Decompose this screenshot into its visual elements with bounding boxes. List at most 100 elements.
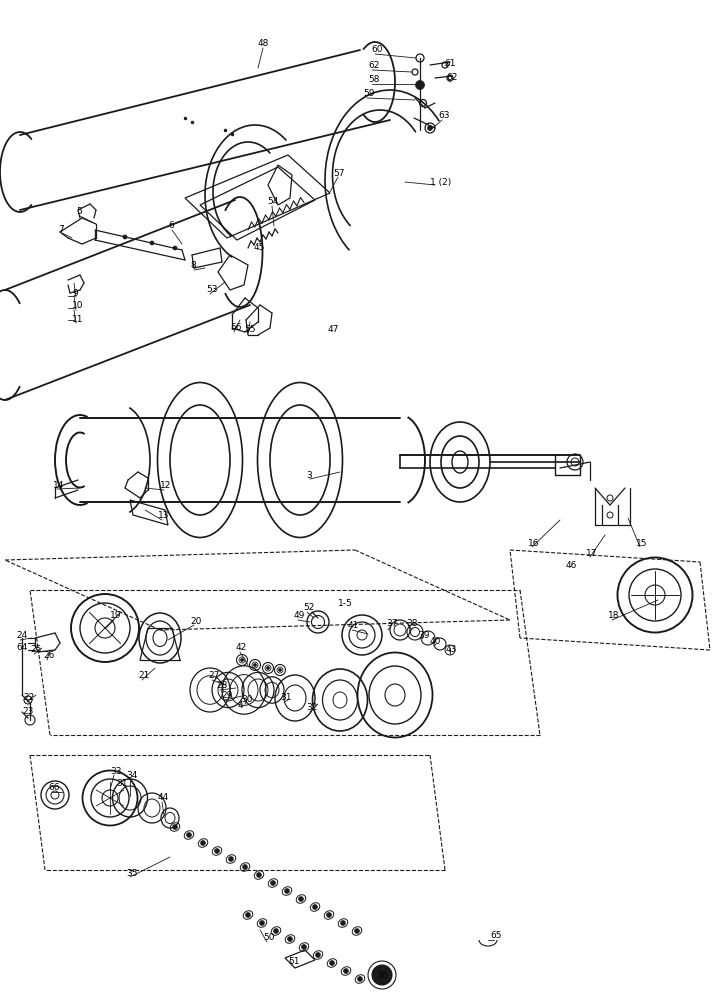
Text: 30: 30 (241, 696, 253, 704)
Text: 11: 11 (72, 314, 83, 324)
Text: 44: 44 (158, 794, 169, 802)
Text: 10: 10 (72, 302, 83, 310)
Text: 18: 18 (608, 611, 619, 620)
Circle shape (372, 965, 392, 985)
Text: 26: 26 (43, 652, 54, 660)
Circle shape (229, 856, 234, 861)
Circle shape (123, 235, 127, 239)
Circle shape (273, 928, 278, 934)
Circle shape (315, 952, 320, 958)
Text: 60: 60 (371, 45, 382, 54)
Text: 4: 4 (238, 702, 244, 710)
Text: 5: 5 (76, 208, 82, 217)
Text: 55: 55 (244, 326, 256, 334)
Text: 47: 47 (328, 326, 340, 334)
Text: 62: 62 (368, 62, 379, 70)
Text: 45: 45 (254, 243, 266, 252)
Text: 25: 25 (30, 646, 41, 654)
Text: 31: 31 (280, 694, 291, 702)
Text: 3: 3 (306, 471, 312, 480)
Circle shape (271, 880, 276, 886)
Circle shape (241, 658, 244, 662)
Text: 16: 16 (528, 538, 540, 548)
Text: 41: 41 (348, 621, 360, 631)
Text: 57: 57 (333, 168, 345, 178)
Text: 40: 40 (430, 638, 441, 647)
Text: 38: 38 (406, 618, 417, 628)
Text: 43: 43 (446, 646, 457, 654)
Circle shape (214, 848, 219, 854)
Text: 46: 46 (566, 562, 577, 570)
Circle shape (301, 944, 306, 950)
Text: 33: 33 (110, 766, 122, 776)
Text: 58: 58 (368, 76, 379, 85)
Text: 28: 28 (216, 682, 227, 690)
Circle shape (416, 81, 424, 90)
Circle shape (357, 976, 362, 982)
Text: 42: 42 (236, 644, 247, 652)
Text: 48: 48 (258, 38, 269, 47)
Text: 64: 64 (16, 644, 27, 652)
Text: 9: 9 (72, 288, 78, 298)
Circle shape (259, 920, 264, 926)
Circle shape (288, 936, 293, 942)
Circle shape (243, 864, 248, 869)
Circle shape (343, 968, 348, 974)
Text: 1-5: 1-5 (338, 598, 352, 607)
Text: 7: 7 (58, 226, 64, 234)
Text: 21: 21 (138, 672, 150, 680)
Text: 20: 20 (190, 616, 201, 626)
Text: 13: 13 (158, 512, 169, 520)
Text: 50: 50 (263, 934, 275, 942)
Text: 56: 56 (230, 324, 241, 332)
Text: 54: 54 (267, 198, 278, 207)
Text: 12: 12 (160, 482, 172, 490)
Text: 65: 65 (490, 932, 501, 940)
Circle shape (246, 912, 251, 918)
Text: 53: 53 (206, 286, 217, 294)
Circle shape (201, 840, 206, 846)
Text: 34: 34 (126, 772, 137, 780)
Circle shape (330, 960, 335, 966)
Text: 63: 63 (438, 111, 449, 120)
Circle shape (266, 666, 270, 670)
Circle shape (327, 912, 332, 918)
Text: 29: 29 (221, 692, 232, 700)
Circle shape (285, 888, 290, 894)
Text: 22: 22 (23, 694, 34, 702)
Circle shape (173, 246, 177, 250)
Text: 27: 27 (208, 672, 219, 680)
Text: 19: 19 (110, 611, 122, 620)
Text: 52: 52 (303, 603, 315, 612)
Text: 39: 39 (418, 631, 429, 640)
Text: 36: 36 (376, 972, 387, 980)
Text: 59: 59 (363, 90, 375, 99)
Text: 32: 32 (306, 704, 318, 712)
Circle shape (187, 832, 192, 838)
Text: 51: 51 (288, 956, 300, 966)
Text: 14: 14 (53, 481, 64, 489)
Text: 31: 31 (116, 778, 127, 788)
Circle shape (340, 920, 345, 926)
Text: 66: 66 (48, 784, 60, 792)
Text: 61: 61 (444, 58, 456, 68)
Text: 6: 6 (168, 222, 174, 231)
Circle shape (172, 824, 177, 830)
Text: 62: 62 (446, 74, 457, 83)
Circle shape (427, 125, 432, 130)
Text: 24: 24 (16, 632, 27, 641)
Text: 37: 37 (386, 618, 397, 628)
Text: 15: 15 (636, 538, 647, 548)
Circle shape (253, 664, 256, 666)
Text: 1 (2): 1 (2) (430, 178, 451, 188)
Text: 49: 49 (294, 611, 305, 620)
Text: 17: 17 (586, 548, 597, 558)
Circle shape (355, 928, 360, 934)
Text: 8: 8 (190, 261, 196, 270)
Text: 35: 35 (126, 868, 137, 878)
Circle shape (313, 904, 318, 910)
Circle shape (298, 896, 303, 902)
Text: 23: 23 (22, 708, 33, 716)
Circle shape (278, 668, 281, 672)
Circle shape (256, 872, 261, 878)
